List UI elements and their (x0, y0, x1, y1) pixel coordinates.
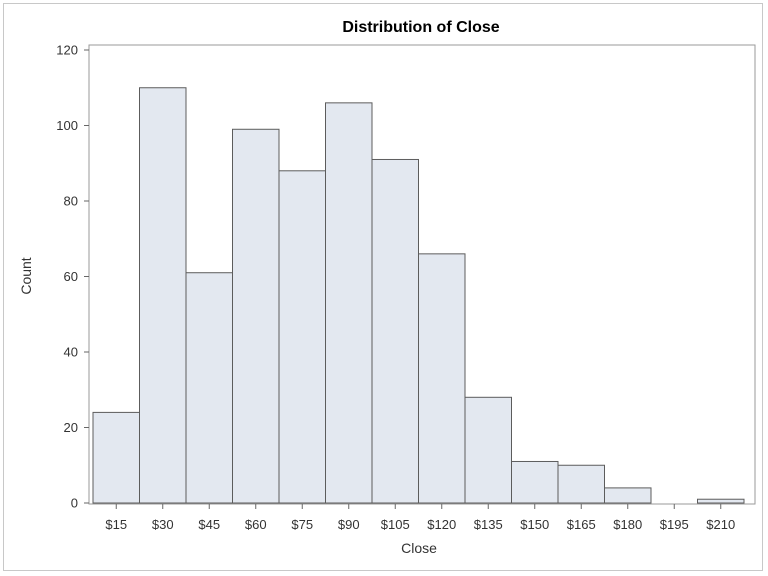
y-tick-label: 40 (64, 345, 78, 360)
chart-title: Distribution of Close (342, 19, 499, 36)
x-tick-label: $135 (474, 517, 503, 532)
x-tick-label: $105 (381, 517, 410, 532)
histogram-bar (278, 170, 326, 504)
x-tick-label: $75 (291, 517, 313, 532)
y-axis: 0 20 40 60 80 100 120 (56, 43, 89, 511)
plot-area-border (88, 44, 756, 505)
x-tick-label: $210 (706, 517, 735, 532)
histogram-bar (371, 158, 419, 504)
x-axis-label: Close (401, 540, 437, 556)
x-tick-label: $180 (613, 517, 642, 532)
y-tick-label: 100 (56, 118, 78, 133)
x-tick-label: $150 (520, 517, 549, 532)
x-tick-label: $195 (660, 517, 689, 532)
histogram-bar (232, 128, 280, 504)
y-tick-label: 120 (56, 43, 78, 58)
x-tick-label: $165 (567, 517, 596, 532)
y-tick-label: 60 (64, 269, 78, 284)
y-axis-label: Count (18, 257, 34, 294)
histogram-bar (697, 498, 745, 504)
histogram-bar (185, 272, 233, 504)
histogram-bar (464, 396, 512, 504)
x-tick-label: $15 (105, 517, 127, 532)
histogram-bar (325, 102, 373, 504)
histogram-bar (92, 411, 140, 504)
histogram-chart: Distribution of Close 0 20 40 60 80 100 120 $1… (18, 19, 756, 556)
histogram-bar (511, 460, 559, 504)
histogram-bar (418, 253, 466, 504)
x-tick-label: $120 (427, 517, 456, 532)
x-tick-label: $60 (245, 517, 267, 532)
x-axis: $15 $30 $45 $60 $75 $90 $105 $120 $135 $150 $165 $1… (105, 504, 735, 532)
histogram-bar (604, 487, 652, 504)
histogram-bar (557, 464, 605, 504)
histogram-bar (139, 87, 187, 504)
y-tick-label: 20 (64, 420, 78, 435)
y-tick-label: 80 (64, 194, 78, 209)
chart-frame: Distribution of Close 0 20 40 60 80 100 120 $1… (3, 3, 763, 571)
x-tick-label: $45 (198, 517, 220, 532)
x-tick-label: $30 (152, 517, 174, 532)
x-tick-label: $90 (338, 517, 360, 532)
y-tick-label: 0 (71, 496, 78, 511)
bars-group (92, 87, 745, 504)
